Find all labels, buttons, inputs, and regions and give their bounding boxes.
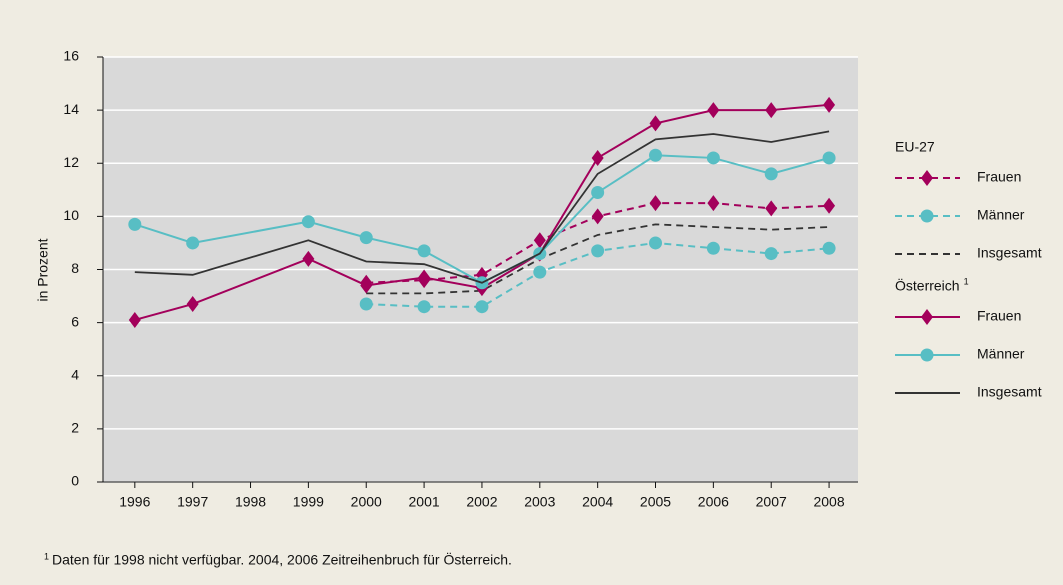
- marker: [765, 102, 778, 119]
- y-tick-label: 10: [63, 207, 79, 223]
- x-tick-label: 1997: [177, 494, 208, 510]
- legend-label: Frauen: [977, 169, 1021, 185]
- marker: [822, 241, 836, 255]
- series-line: [134, 130, 830, 284]
- y-tick-label: 12: [63, 154, 79, 170]
- y-tick-label: 16: [63, 48, 79, 64]
- x-tick-label: 2004: [582, 494, 613, 510]
- x-tick-label: 2007: [756, 494, 787, 510]
- legend-marker: [921, 309, 933, 325]
- legend-label: Insgesamt: [977, 245, 1042, 261]
- marker: [765, 200, 778, 217]
- legend-group-title: Österreich: [895, 277, 960, 294]
- marker: [475, 300, 489, 314]
- y-tick-label: 6: [71, 313, 79, 329]
- y-tick-label: 0: [71, 473, 79, 489]
- marker: [359, 231, 373, 245]
- marker: [823, 197, 836, 214]
- marker: [533, 232, 546, 249]
- marker: [301, 215, 315, 229]
- legend-marker: [921, 170, 933, 186]
- marker: [649, 236, 663, 250]
- marker: [591, 185, 605, 199]
- marker: [359, 297, 373, 311]
- x-tick-label: 2001: [409, 494, 440, 510]
- marker: [417, 244, 431, 258]
- marker: [591, 208, 604, 225]
- footnote-mark: 1: [44, 551, 49, 561]
- series-line: [134, 103, 830, 321]
- marker: [128, 311, 141, 328]
- marker: [649, 115, 662, 132]
- marker: [823, 96, 836, 113]
- legend-footnote-mark: 1: [964, 276, 969, 286]
- x-tick-label: 1999: [293, 494, 324, 510]
- marker: [707, 195, 720, 212]
- marker: [707, 102, 720, 119]
- marker: [533, 265, 547, 279]
- legend-label: Männer: [977, 346, 1025, 362]
- legend-label: Männer: [977, 207, 1025, 223]
- legend-label: Insgesamt: [977, 384, 1042, 400]
- x-tick-label: 1996: [119, 494, 150, 510]
- y-tick-label: 2: [71, 420, 79, 436]
- x-tick-label: 2002: [466, 494, 497, 510]
- x-tick-label: 2005: [640, 494, 671, 510]
- x-tick-label: 1998: [235, 494, 266, 510]
- marker: [764, 167, 778, 181]
- marker: [591, 149, 604, 166]
- legend-group-title: EU-27: [895, 139, 935, 155]
- marker: [186, 296, 199, 313]
- legend-label: Frauen: [977, 308, 1021, 324]
- legend-marker: [920, 209, 934, 223]
- x-tick-label: 2006: [698, 494, 729, 510]
- series-line: [366, 223, 830, 295]
- marker: [360, 277, 373, 294]
- marker: [764, 247, 778, 261]
- marker: [128, 217, 142, 231]
- marker: [649, 148, 663, 162]
- marker: [822, 151, 836, 165]
- footnote: Daten für 1998 nicht verfügbar. 2004, 20…: [52, 551, 512, 568]
- y-tick-label: 4: [71, 366, 79, 382]
- marker: [302, 250, 315, 267]
- legend-marker: [920, 348, 934, 362]
- marker: [418, 269, 431, 286]
- marker: [649, 195, 662, 212]
- marker: [417, 300, 431, 314]
- y-axis-label: in Prozent: [35, 238, 51, 301]
- x-tick-label: 2003: [524, 494, 555, 510]
- marker: [706, 151, 720, 165]
- y-tick-label: 8: [71, 260, 79, 276]
- x-tick-label: 2000: [351, 494, 382, 510]
- marker: [591, 244, 605, 258]
- marker: [706, 241, 720, 255]
- marker: [186, 236, 200, 250]
- x-tick-label: 2008: [813, 494, 844, 510]
- y-tick-label: 14: [63, 101, 79, 117]
